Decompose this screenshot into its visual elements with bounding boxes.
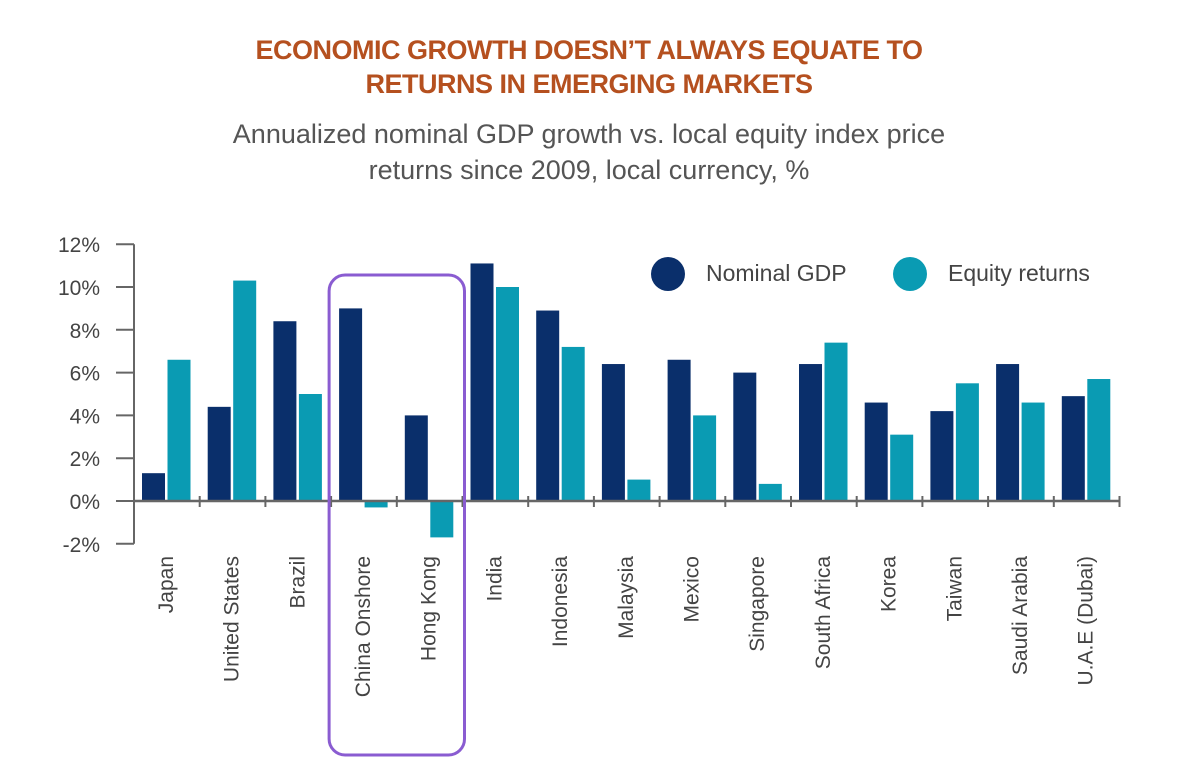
bar-nominal-gdp bbox=[404, 415, 428, 501]
x-tick-label: India bbox=[483, 556, 506, 602]
bar-nominal-gdp bbox=[207, 406, 231, 501]
bar-equity-returns bbox=[167, 359, 191, 501]
y-tick-label: -2% bbox=[63, 534, 100, 557]
bar-equity-returns bbox=[693, 415, 717, 501]
x-tick-label: Saudi Arabia bbox=[1009, 556, 1032, 675]
legend-label-equity-returns: Equity returns bbox=[948, 260, 1090, 286]
chart-title: ECONOMIC GROWTH DOESN’T ALWAYS EQUATE TO… bbox=[0, 33, 1178, 101]
x-tick-label: Hong Kong bbox=[418, 556, 441, 661]
x-tick-label: Taiwan bbox=[943, 556, 966, 621]
bar-nominal-gdp bbox=[864, 402, 888, 501]
highlight-box bbox=[327, 273, 466, 757]
y-tick-label: 4% bbox=[70, 405, 100, 428]
y-tick-label: 8% bbox=[70, 320, 100, 343]
bars bbox=[142, 263, 1111, 538]
y-tick-label: 12% bbox=[58, 234, 100, 257]
bar-nominal-gdp bbox=[930, 411, 954, 501]
x-tick-label: Korea bbox=[878, 556, 901, 612]
legend: Nominal GDP Equity returns bbox=[651, 257, 1090, 291]
bar-equity-returns bbox=[496, 287, 519, 501]
legend-marker-nominal-gdp bbox=[651, 257, 685, 291]
bar-equity-returns bbox=[233, 280, 257, 501]
bar-nominal-gdp bbox=[536, 310, 560, 501]
x-tick-label: Mexico bbox=[680, 556, 703, 623]
bar-nominal-gdp bbox=[339, 308, 363, 501]
bar-equity-returns bbox=[1021, 402, 1045, 501]
y-tick-label: 10% bbox=[58, 277, 100, 300]
bar-equity-returns bbox=[824, 342, 848, 501]
bar-equity-returns bbox=[561, 346, 585, 501]
bar-equity-returns bbox=[364, 501, 388, 508]
bar-equity-returns bbox=[955, 383, 979, 501]
bar-nominal-gdp bbox=[601, 364, 625, 501]
bar-equity-returns bbox=[298, 394, 322, 501]
bar-nominal-gdp bbox=[1061, 396, 1085, 501]
bar-equity-returns bbox=[758, 483, 782, 501]
bar-nominal-gdp bbox=[733, 372, 757, 501]
x-axis: Japan United States Brazil China Onshore Hon… bbox=[134, 496, 1121, 697]
x-tick-label: Japan bbox=[155, 556, 178, 613]
bar-nominal-gdp bbox=[799, 364, 822, 501]
x-tick-label: Brazil bbox=[286, 556, 309, 609]
legend-marker-equity-returns bbox=[893, 257, 927, 291]
bar-equity-returns bbox=[1087, 379, 1111, 501]
bar-equity-returns bbox=[430, 501, 454, 538]
y-tick-label: 0% bbox=[70, 491, 100, 514]
x-tick-label: China Onshore bbox=[352, 556, 375, 697]
legend-label-nominal-gdp: Nominal GDP bbox=[706, 260, 847, 286]
bar-nominal-gdp bbox=[996, 364, 1020, 501]
chart-title-line-2: RETURNS IN EMERGING MARKETS bbox=[365, 69, 813, 99]
x-tick-label: South Africa bbox=[812, 556, 835, 670]
bar-nominal-gdp bbox=[142, 473, 165, 501]
chart-subtitle: Annualized nominal GDP growth vs. local … bbox=[0, 116, 1178, 188]
y-tick-label: 6% bbox=[70, 363, 100, 386]
x-tick-label: Indonesia bbox=[549, 556, 572, 647]
bar-equity-returns bbox=[627, 479, 651, 501]
bar-equity-returns bbox=[890, 434, 914, 501]
bar-nominal-gdp bbox=[470, 263, 494, 501]
y-axis: -2% 0% 2% 4% 6% 8% 10% 12% bbox=[58, 234, 135, 557]
bar-nominal-gdp bbox=[273, 321, 297, 501]
x-tick-label: Singapore bbox=[746, 556, 769, 652]
chart-title-line-1: ECONOMIC GROWTH DOESN’T ALWAYS EQUATE TO bbox=[255, 35, 923, 65]
bar-nominal-gdp bbox=[667, 359, 691, 501]
x-tick-label: United States bbox=[221, 556, 244, 682]
y-tick-label: 2% bbox=[70, 448, 100, 471]
chart-subtitle-line-2: returns since 2009, local currency, % bbox=[368, 155, 810, 185]
x-tick-label: Malaysia bbox=[615, 556, 638, 639]
chart-subtitle-line-1: Annualized nominal GDP growth vs. local … bbox=[232, 119, 946, 149]
x-tick-label: U.A.E (Dubai) bbox=[1075, 556, 1098, 686]
